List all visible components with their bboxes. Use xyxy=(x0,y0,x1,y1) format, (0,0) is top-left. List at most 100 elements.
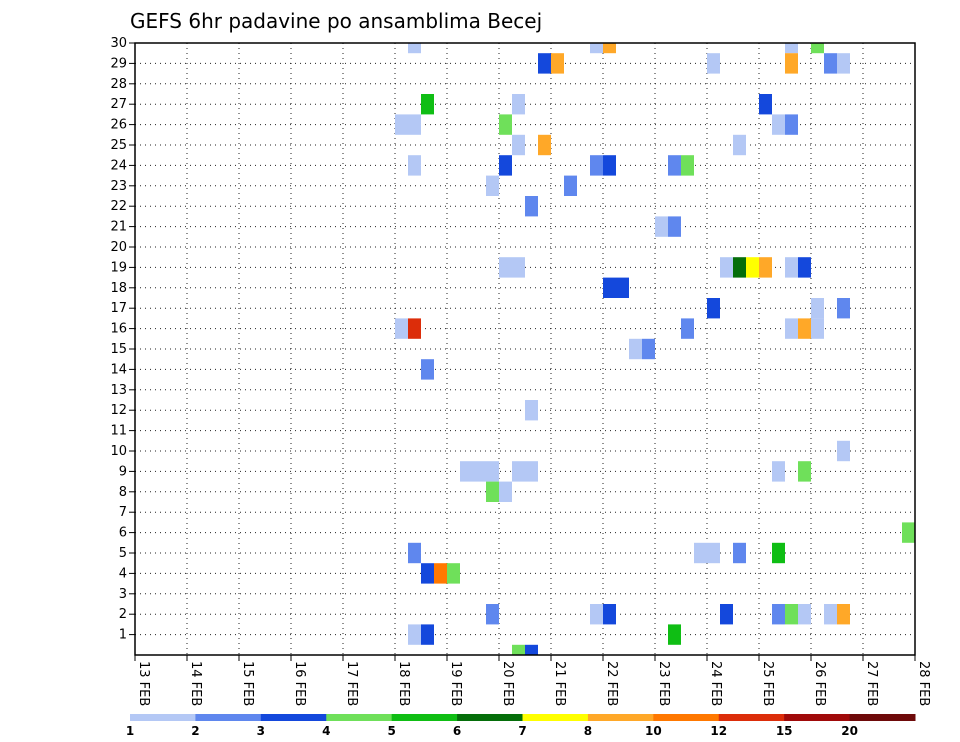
data-cell xyxy=(837,440,850,462)
colorbar-label: 12 xyxy=(710,724,727,738)
data-cell xyxy=(499,114,512,135)
data-cell xyxy=(811,298,824,319)
data-cell xyxy=(759,257,772,278)
data-cell xyxy=(590,43,603,54)
data-cell xyxy=(785,114,798,135)
y-tick-label: 9 xyxy=(119,464,127,479)
data-cell xyxy=(733,134,746,156)
data-cell xyxy=(525,644,538,655)
data-cell xyxy=(707,298,720,319)
y-tick-label: 14 xyxy=(110,362,127,377)
data-cell xyxy=(824,604,837,625)
data-cell xyxy=(512,257,525,278)
data-cell xyxy=(798,604,811,625)
data-cell xyxy=(720,257,733,278)
data-cell xyxy=(785,318,798,339)
data-cell xyxy=(408,318,421,339)
data-cell xyxy=(681,155,694,176)
x-axis-ticks: 13 FEB 14 FEB 15 FEB 16 FEB 17 FEB 18 FEB 19 F… xyxy=(134,655,931,706)
y-tick-label: 6 xyxy=(119,526,127,541)
x-tick-label: 24 FEB xyxy=(708,661,723,706)
data-cell xyxy=(629,338,642,360)
colorbar-label: 15 xyxy=(776,724,793,738)
data-cell xyxy=(707,542,720,564)
colorbar-label: 20 xyxy=(841,724,858,738)
data-cell xyxy=(486,604,499,625)
data-cell xyxy=(655,216,668,237)
colorbar-swatch xyxy=(391,714,458,721)
data-cell xyxy=(421,624,434,645)
data-cell xyxy=(486,481,499,502)
data-cell xyxy=(434,563,447,584)
data-cell xyxy=(421,563,434,584)
colorbar-swatch xyxy=(260,714,327,721)
colorbar-swatch xyxy=(653,714,720,721)
x-tick-label: 20 FEB xyxy=(500,661,515,706)
y-tick-label: 12 xyxy=(110,403,127,418)
y-tick-label: 17 xyxy=(110,301,127,316)
chart-title: GEFS 6hr padavine po ansamblima Becej xyxy=(130,9,542,33)
colorbar-swatch xyxy=(784,714,851,721)
y-tick-label: 8 xyxy=(119,485,127,500)
y-tick-label: 22 xyxy=(110,199,127,214)
y-tick-label: 19 xyxy=(110,260,127,275)
colorbar-label: 4 xyxy=(322,724,330,738)
data-cell xyxy=(499,155,512,176)
data-cell xyxy=(408,624,421,645)
data-cell xyxy=(811,43,824,54)
data-cell xyxy=(590,604,603,625)
data-cell xyxy=(499,481,512,502)
data-cell xyxy=(668,624,681,645)
colorbar-swatch xyxy=(326,714,393,721)
y-tick-label: 2 xyxy=(119,607,127,622)
x-tick-label: 17 FEB xyxy=(344,661,359,706)
y-tick-label: 29 xyxy=(110,56,127,71)
data-cell xyxy=(590,155,603,176)
data-cell xyxy=(733,257,746,278)
data-cell xyxy=(603,604,616,625)
x-tick-label: 22 FEB xyxy=(604,661,619,706)
x-tick-label: 13 FEB xyxy=(136,661,151,706)
data-cell xyxy=(772,114,785,135)
data-cell xyxy=(564,175,577,196)
data-cell xyxy=(603,155,616,176)
data-cell xyxy=(525,461,538,482)
x-tick-label: 16 FEB xyxy=(292,661,307,706)
data-cell xyxy=(512,644,525,655)
y-tick-label: 5 xyxy=(119,546,127,561)
y-tick-label: 21 xyxy=(110,220,127,235)
data-cell xyxy=(772,604,785,625)
data-cell xyxy=(642,338,655,360)
data-cell xyxy=(746,257,759,278)
data-cell xyxy=(668,216,681,237)
data-cell xyxy=(733,542,746,564)
y-tick-label: 24 xyxy=(110,158,127,173)
data-cell xyxy=(395,318,408,339)
x-tick-label: 26 FEB xyxy=(812,661,827,706)
data-cell xyxy=(421,359,434,380)
y-tick-label: 10 xyxy=(110,444,127,459)
x-tick-label: 19 FEB xyxy=(448,661,463,706)
data-cell xyxy=(525,196,538,217)
data-cell xyxy=(681,318,694,339)
data-cell xyxy=(837,53,850,74)
data-cell xyxy=(538,53,551,74)
data-cell xyxy=(616,277,629,298)
data-cell xyxy=(837,604,850,625)
colorbar-swatch xyxy=(130,714,196,721)
x-tick-label: 14 FEB xyxy=(188,661,203,706)
data-cell xyxy=(395,114,408,135)
data-cell xyxy=(408,542,421,564)
data-cell xyxy=(785,604,798,625)
data-cell xyxy=(447,563,460,584)
x-tick-label: 25 FEB xyxy=(760,661,775,706)
colorbar-label: 8 xyxy=(584,724,592,738)
data-cell xyxy=(408,43,421,54)
data-cell xyxy=(824,53,837,74)
x-tick-label: 23 FEB xyxy=(656,661,671,706)
data-cell xyxy=(759,94,772,115)
y-tick-label: 11 xyxy=(110,424,127,439)
data-cell xyxy=(902,522,915,543)
data-cell xyxy=(785,257,798,278)
